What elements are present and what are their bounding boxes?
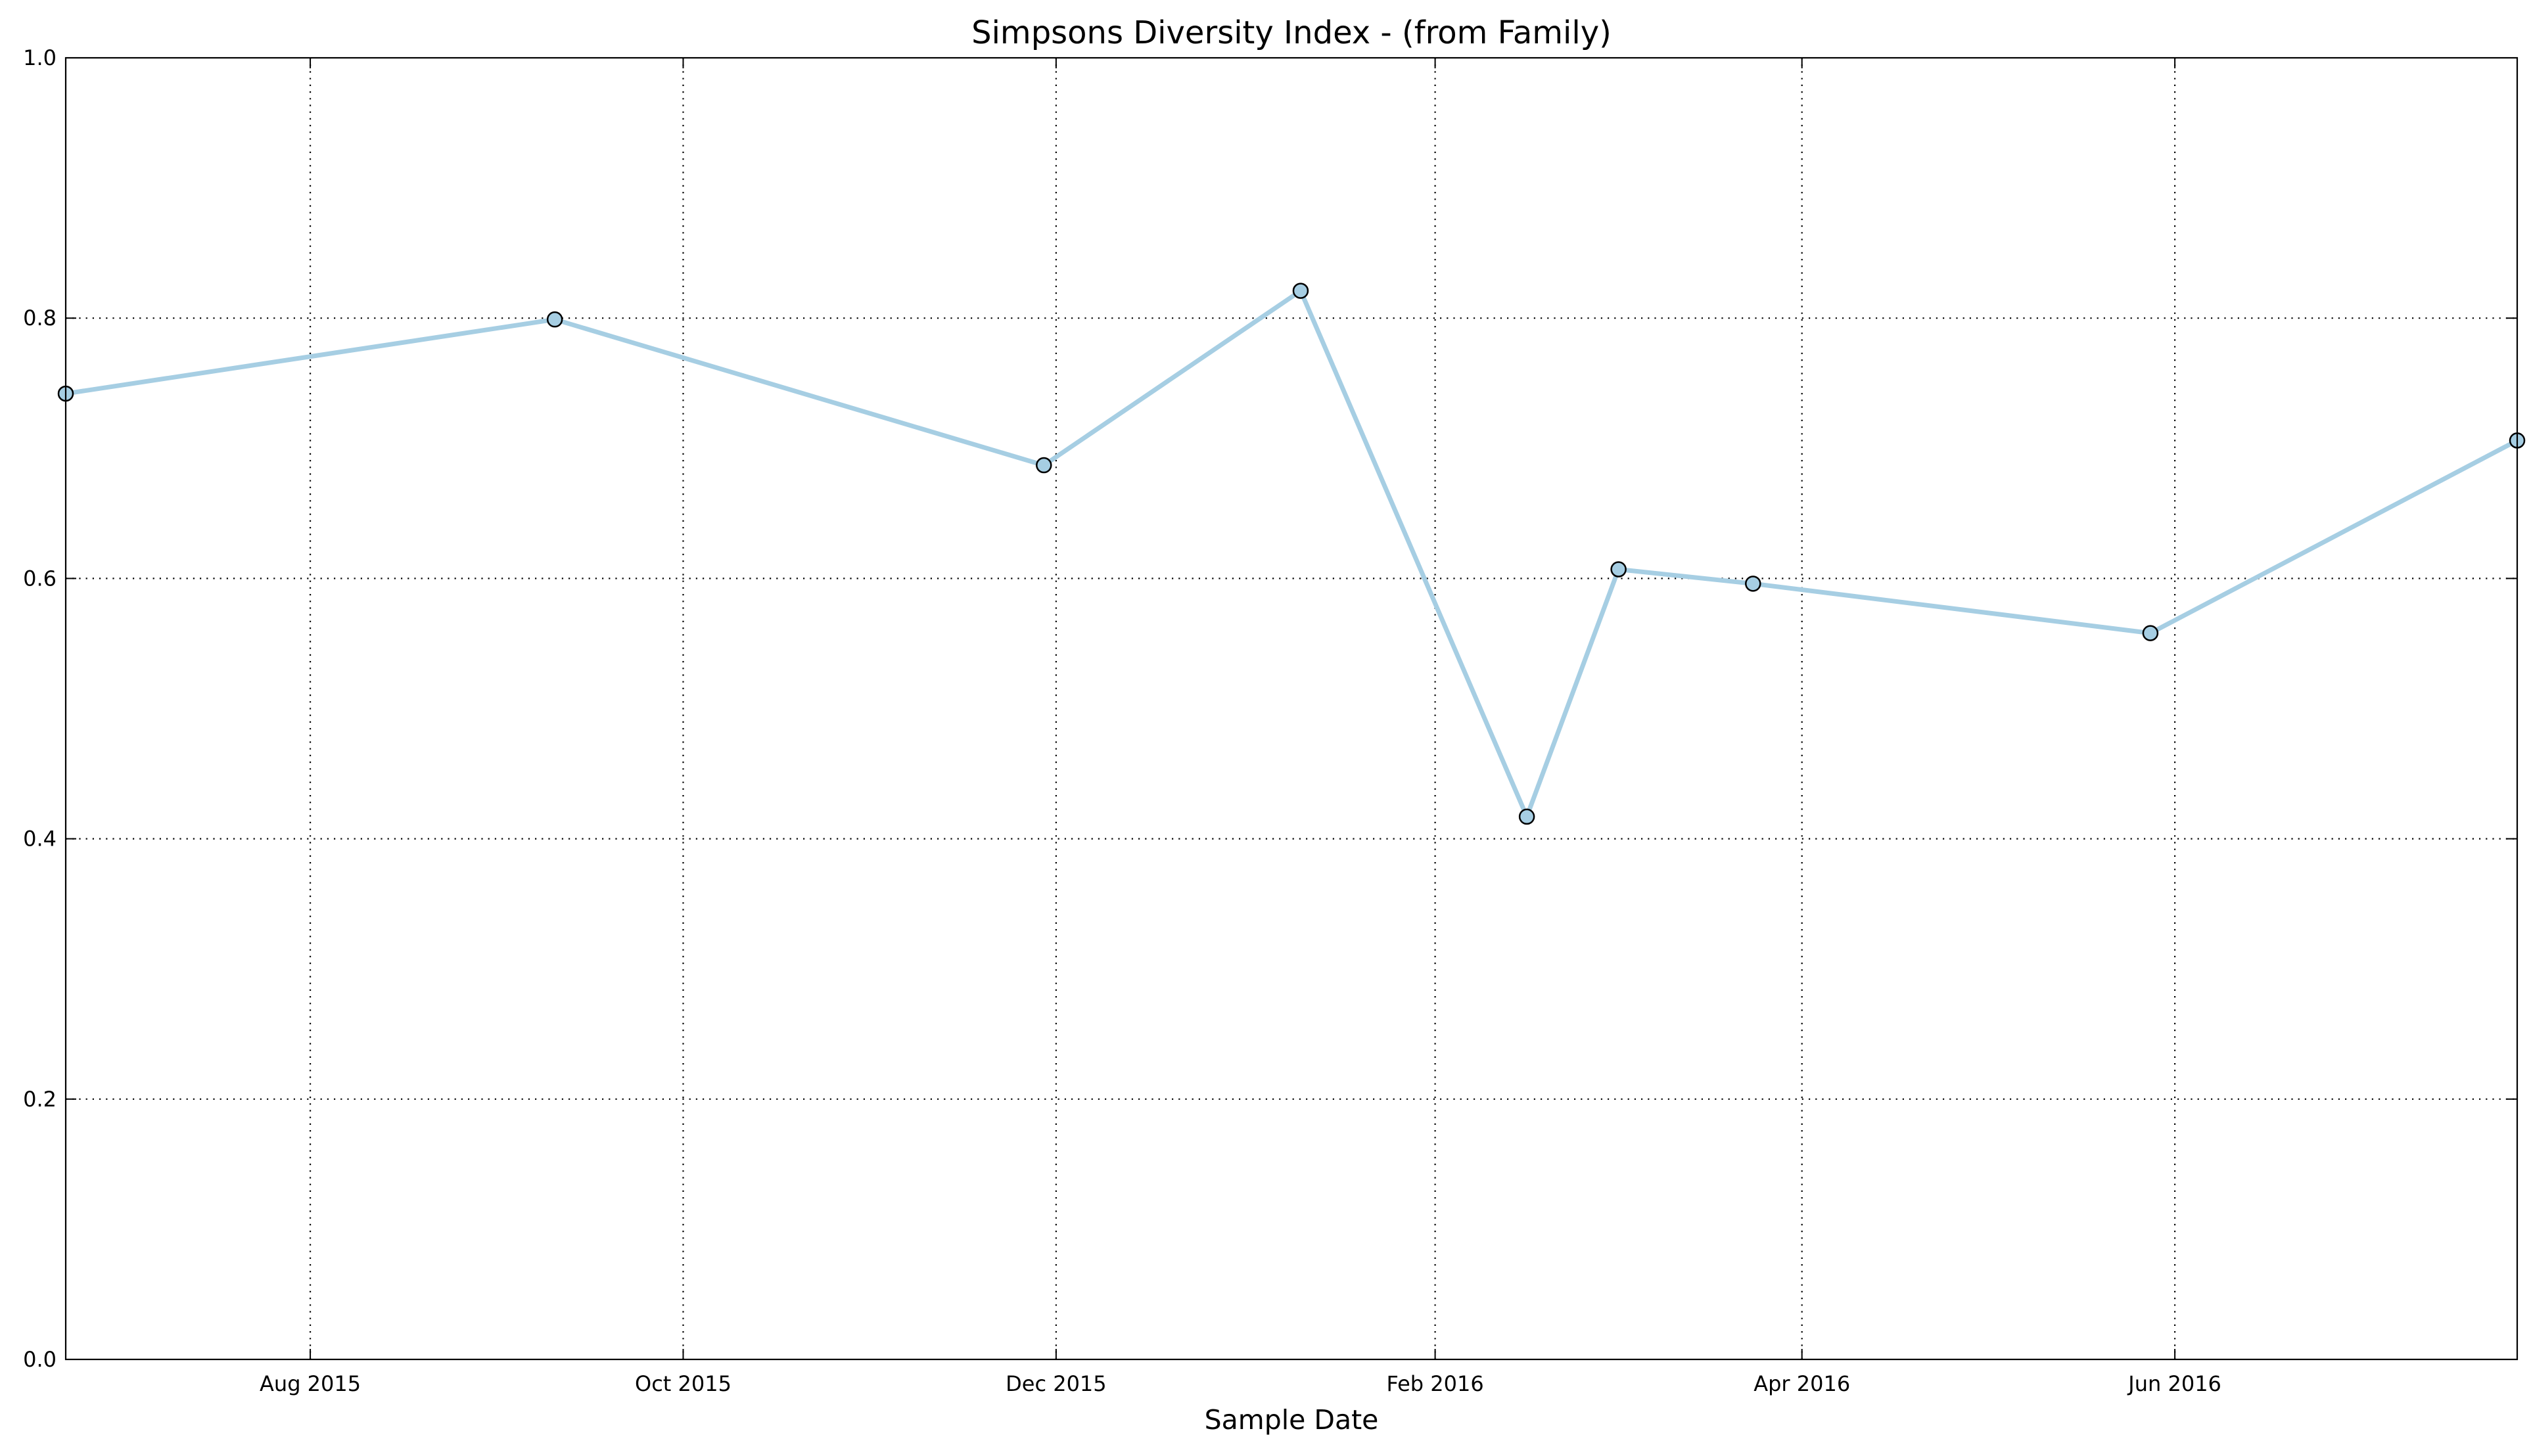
x-axis-label: Sample Date bbox=[1205, 1404, 1379, 1436]
plot-frame bbox=[64, 57, 2519, 1361]
x-tick-label: Dec 2015 bbox=[1006, 1371, 1107, 1396]
y-tick-label: 0.6 bbox=[23, 566, 57, 591]
data-point bbox=[1518, 808, 1535, 825]
y-tick-label: 0.0 bbox=[23, 1347, 57, 1372]
y-tick-label: 0.8 bbox=[23, 306, 57, 330]
y-tick-label: 1.0 bbox=[23, 45, 57, 70]
x-tick-label: Feb 2016 bbox=[1386, 1371, 1483, 1396]
data-point bbox=[546, 311, 563, 328]
data-point bbox=[1292, 283, 1309, 299]
y-tick-label: 0.4 bbox=[23, 827, 57, 852]
data-point bbox=[1610, 561, 1627, 578]
y-tick-label: 0.2 bbox=[23, 1087, 57, 1112]
x-tick-label: Apr 2016 bbox=[1753, 1371, 1850, 1396]
data-points bbox=[57, 283, 2526, 825]
data-point bbox=[2142, 625, 2159, 641]
x-tick-label: Jun 2016 bbox=[2127, 1371, 2221, 1396]
chart-title: Simpsons Diversity Index - (from Family) bbox=[971, 14, 1612, 51]
grid bbox=[66, 58, 2517, 1359]
x-tick-label: Oct 2015 bbox=[635, 1371, 731, 1396]
data-point bbox=[1036, 457, 1052, 474]
x-tick-label: Aug 2015 bbox=[260, 1371, 361, 1396]
tick-labels: 0.0 0.2 0.4 0.6 0.8 1.0 Aug 2015 Oct 2015 Dec 20… bbox=[23, 45, 2221, 1396]
data-point bbox=[1745, 576, 1761, 592]
